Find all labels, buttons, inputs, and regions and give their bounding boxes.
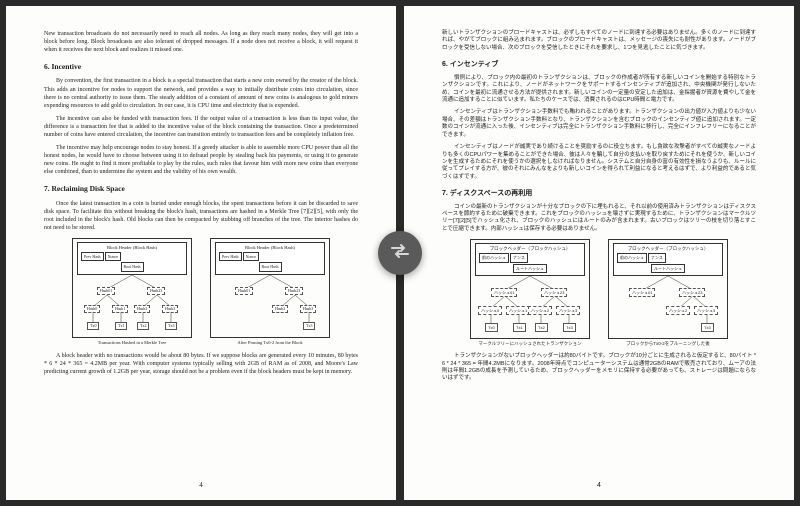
merkle-full-jp: ブロックヘッダー（ブロックハッシュ） 前のハッシュ ナンス ルートハッシュ: [470, 239, 590, 347]
incentive-p1: By convention, the first transaction in …: [44, 77, 358, 109]
merkle-tree-full: Hash01 Hash23 Hash0 Hash1 Hash2 Hash3 Tx…: [77, 275, 187, 335]
diskspace-p2: A block header with no transactions woul…: [44, 352, 358, 376]
intro-paragraph: New transaction broadcasts do not necess…: [44, 30, 358, 54]
swap-translation-button[interactable]: [378, 231, 422, 275]
heading-diskspace-jp: 7. ディスクスペースの再利用: [442, 189, 756, 198]
merkle-diagram-right: ブロックヘッダー（ブロックハッシュ） 前のハッシュ ナンス ルートハッシュ: [442, 239, 756, 347]
intro-paragraph-jp: 新しいトランザクションのブロードキャストは、必ずしもすべてのノードに到達する必要…: [442, 30, 756, 52]
diskspace-p1-jp: コインの最新のトランザクションが十分なブロックの下に埋もれると、それ以前の使用済…: [442, 204, 756, 234]
incentive-p2: The incentive can also be funded with tr…: [44, 115, 358, 139]
diskspace-p1: Once the latest transaction in a coin is…: [44, 200, 358, 232]
swap-icon: [388, 239, 412, 268]
diskspace-p2-jp: トランザクションがないブロックヘッダーは約80バイトです。ブロックが10分ごとに…: [442, 353, 756, 383]
heading-incentive-jp: 6. インセンティブ: [442, 60, 756, 69]
heading-diskspace: 7. Reclaiming Disk Space: [44, 184, 358, 194]
merkle-tree-pruned: Hash01 Hash23 Hash2 Hash3 Tx3: [215, 275, 325, 335]
page-number: 4: [199, 481, 203, 490]
incentive-p1-jp: 慣例により、ブロック内の最初のトランザクションは、ブロックの作成者が所有する新し…: [442, 75, 756, 105]
merkle-full: Block Header (Block Hash) Prev Hash Nonc…: [72, 238, 192, 346]
block-header-box: Block Header (Block Hash) Prev Hash Nonc…: [77, 242, 187, 275]
merkle-pruned-jp: ブロックヘッダー（ブロックハッシュ） 前のハッシュ ナンス ルートハッシュ: [608, 239, 728, 347]
incentive-p3: The incentive may help encourage nodes t…: [44, 144, 358, 176]
heading-incentive: 6. Incentive: [44, 62, 358, 72]
page-number-jp: 4: [597, 481, 601, 490]
page-right: 新しいトランザクションのブロードキャストは、必ずしもすべてのノードに到達する必要…: [404, 6, 794, 500]
page-left: New transaction broadcasts do not necess…: [6, 6, 396, 500]
merkle-diagram-left: Block Header (Block Hash) Prev Hash Nonc…: [44, 238, 358, 346]
incentive-p2-jp: インセンティブはトランザクション手数料でも賄われることがあります。トランザクショ…: [442, 109, 756, 139]
merkle-pruned: Block Header (Block Hash) Prev Hash Nonc…: [210, 238, 330, 346]
incentive-p3-jp: インセンティブはノードが誠実であり続けることを奨励するのに役立ちます。もし貪欲な…: [442, 144, 756, 181]
